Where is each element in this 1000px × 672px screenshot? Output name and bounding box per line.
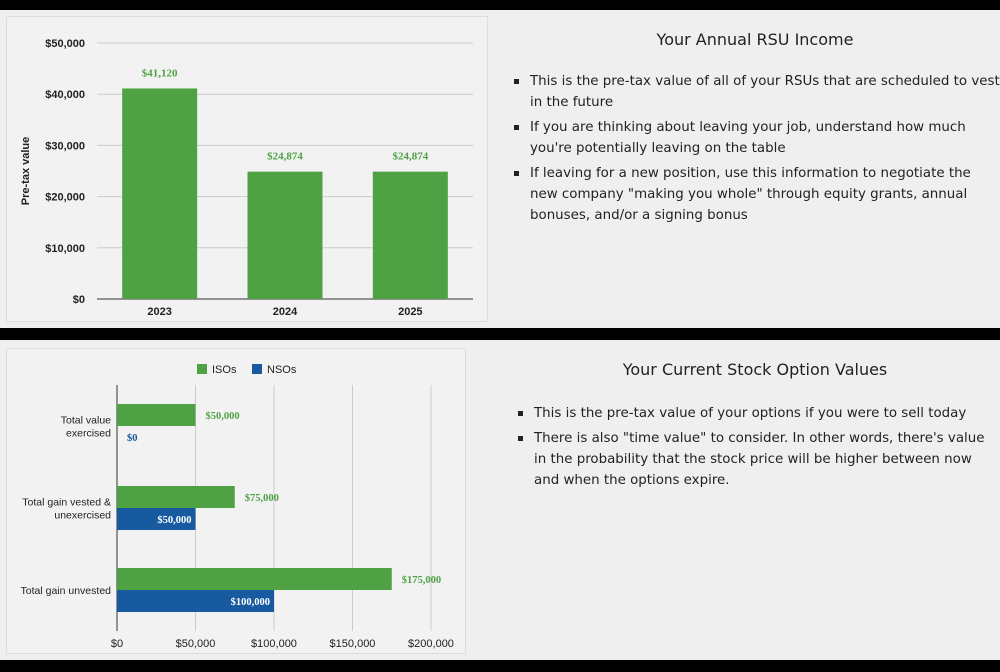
square-bullet-icon	[514, 79, 519, 84]
x-tick-label: $200,000	[408, 638, 454, 650]
x-tick-label: 2025	[398, 306, 422, 318]
y-tick-label: $40,000	[45, 89, 85, 101]
y-tick-label: $50,000	[45, 38, 85, 50]
options-bullet-text: There is also "time value" to consider. …	[534, 431, 985, 488]
y-tick-label: $10,000	[45, 243, 85, 255]
rsu-bullet-item: This is the pre-tax value of all of your…	[510, 71, 1000, 113]
rsu-bullet-item: If leaving for a new position, use this …	[510, 163, 1000, 226]
rsu-bullet-list: This is the pre-tax value of all of your…	[510, 71, 1000, 226]
data-label: $50,000	[157, 515, 191, 526]
options-section-title: Your Current Stock Option Values	[622, 360, 888, 379]
category-label: Total gain unvested	[21, 585, 112, 597]
square-bullet-icon	[514, 125, 519, 130]
legend-label: ISOs	[212, 364, 237, 376]
data-label: $100,000	[231, 597, 270, 608]
bar-isos	[117, 568, 392, 590]
rsu-income-chart: $0 $10,000 $20,000 $30,000 $40,000 $50,000 Pre…	[6, 16, 488, 322]
options-bullet-text: This is the pre-tax value of your option…	[534, 406, 967, 421]
y-tick-label: $30,000	[45, 140, 85, 152]
bar-isos	[117, 404, 196, 426]
legend-swatch-isos	[197, 364, 207, 374]
data-label: $24,874	[392, 151, 428, 163]
data-label: $41,120	[142, 67, 178, 79]
legend-swatch-nsos	[252, 364, 262, 374]
y-axis-label: Pre-tax value	[20, 137, 32, 205]
x-tick-label: $100,000	[251, 638, 297, 650]
rsu-bullet-text: This is the pre-tax value of all of your…	[530, 74, 1000, 110]
data-label: $75,000	[245, 493, 279, 504]
rsu-chart-svg: $0 $10,000 $20,000 $30,000 $40,000 $50,000 Pre…	[20, 38, 473, 318]
options-chart-svg: ISOs NSOs $0 $50,000 $100,000 $150,000 $200,00…	[21, 364, 454, 650]
y-tick-label: $20,000	[45, 192, 85, 204]
x-tick-label: 2024	[273, 306, 298, 318]
rsu-bullet-item: If you are thinking about leaving your j…	[510, 117, 1000, 159]
legend-label: NSOs	[267, 364, 297, 376]
options-panel: ISOs NSOs $0 $50,000 $100,000 $150,000 $200,00…	[0, 340, 1000, 660]
category-label: Total gain vested &	[22, 497, 111, 509]
data-label: $24,874	[267, 151, 303, 163]
bar-nsos	[117, 508, 196, 530]
bar-2025	[372, 171, 448, 299]
category-label: exercised	[66, 428, 111, 440]
options-text-column: Your Current Stock Option Values This is…	[510, 360, 1000, 495]
x-tick-label: $0	[111, 638, 123, 650]
y-tick-label: $0	[73, 294, 85, 306]
category-label: unexercised	[54, 510, 111, 522]
options-bullet-list: This is the pre-tax value of your option…	[510, 403, 1000, 491]
x-tick-label: 2023	[147, 306, 171, 318]
square-bullet-icon	[518, 436, 523, 441]
data-label: $0	[127, 433, 138, 444]
rsu-section-title: Your Annual RSU Income	[656, 30, 854, 49]
category-label: Total value	[61, 415, 111, 427]
stock-options-chart: ISOs NSOs $0 $50,000 $100,000 $150,000 $200,00…	[6, 348, 466, 654]
x-tick-label: $50,000	[176, 638, 216, 650]
data-label: $50,000	[206, 411, 240, 422]
data-label: $175,000	[402, 575, 441, 586]
rsu-text-column: Your Annual RSU Income This is the pre-t…	[510, 30, 1000, 230]
x-tick-label: $150,000	[330, 638, 376, 650]
square-bullet-icon	[514, 171, 519, 176]
bar-2023	[122, 88, 198, 299]
options-bullet-item: This is the pre-tax value of your option…	[510, 403, 1000, 424]
square-bullet-icon	[518, 411, 523, 416]
rsu-bullet-text: If you are thinking about leaving your j…	[530, 120, 966, 156]
rsu-bullet-text: If leaving for a new position, use this …	[530, 166, 971, 223]
bar-isos	[117, 486, 235, 508]
bar-2024	[247, 171, 323, 299]
options-bullet-item: There is also "time value" to consider. …	[510, 428, 1000, 491]
bar-nsos	[117, 590, 274, 612]
rsu-panel: $0 $10,000 $20,000 $30,000 $40,000 $50,000 Pre…	[0, 10, 1000, 328]
